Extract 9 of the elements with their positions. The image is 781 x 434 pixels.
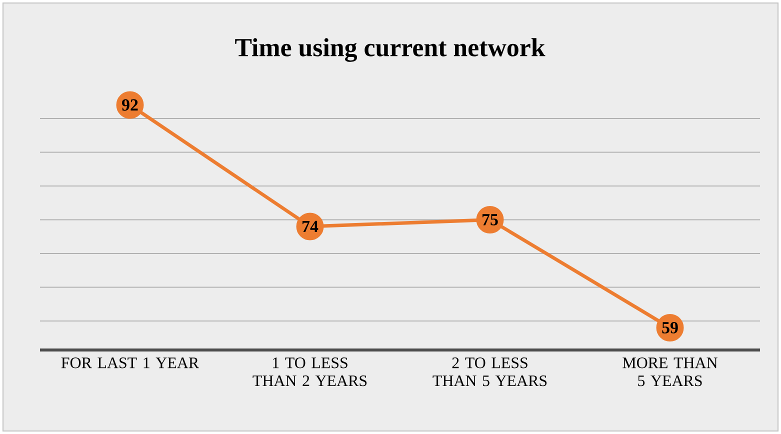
data-label: 92 xyxy=(122,99,138,111)
x-tick-label: 2 TO LESS THAN 5 YEARS xyxy=(432,358,547,386)
data-label: 75 xyxy=(482,214,498,226)
data-label: 74 xyxy=(302,220,318,232)
data-label: 59 xyxy=(662,322,678,334)
chart-title: Time using current network xyxy=(235,38,546,62)
x-tick-label: 1 TO LESS THAN 2 YEARS xyxy=(252,358,367,386)
x-tick-label: FOR LAST 1 YEAR xyxy=(61,358,200,368)
x-tick-label: MORE THAN 5 YEARS xyxy=(622,358,718,386)
